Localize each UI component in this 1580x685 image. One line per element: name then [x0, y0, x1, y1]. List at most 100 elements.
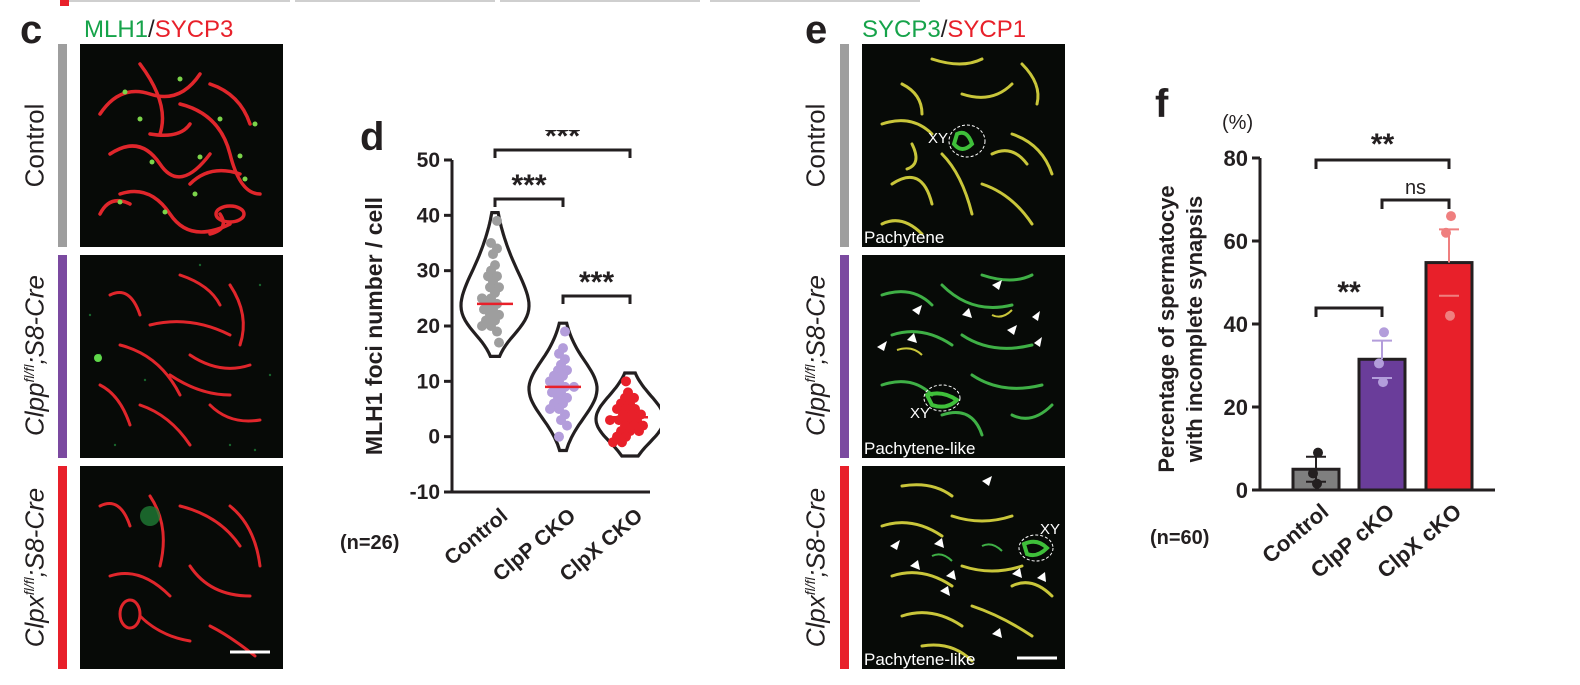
top-strip [500, 0, 700, 2]
gene-name: Clpp [800, 382, 831, 436]
gene-name: Clpx [800, 595, 831, 648]
panel-letter-f: f [1155, 82, 1169, 126]
data-point [562, 420, 572, 431]
data-point [477, 321, 487, 331]
y-axis-label: MLH1 foci number / cell [361, 197, 387, 455]
panel-e-channel-title: SYCP3/SYCP1 [862, 16, 1026, 44]
row-label-control: Control [20, 76, 51, 216]
data-point [1312, 478, 1322, 489]
significance-bracket [493, 148, 632, 158]
significance-bracket [1314, 158, 1451, 169]
significance-bracket [493, 197, 565, 207]
allele-superscript: fl/fl [20, 577, 37, 596]
cre-label: ;S8-Cre [19, 487, 50, 578]
top-strip [295, 0, 495, 2]
row-bar-control [58, 44, 67, 247]
row-label-text: Control [800, 103, 831, 188]
xy-label: XY [928, 130, 949, 147]
channel-separator: / [148, 16, 155, 43]
data-point [621, 376, 631, 387]
row-label-clpx: Clpxfl/fl;S8-Cre [801, 463, 832, 673]
significance-label: *** [511, 169, 546, 202]
row-bar-control [840, 44, 849, 247]
y-tick-label: 50 [417, 149, 440, 172]
micrograph-c-clpx [80, 466, 283, 669]
top-strip [710, 0, 920, 2]
data-point [1441, 227, 1451, 238]
stage-label: Pachytene-like [864, 439, 976, 458]
row-bar-clpp [58, 255, 67, 458]
panel-letter-e: e [805, 8, 828, 52]
row-label-text: Control [19, 103, 50, 188]
xy-label: XY [1040, 521, 1061, 538]
y-tick-label: 10 [417, 370, 440, 393]
y-tick-label: 0 [1236, 478, 1248, 503]
stage-label: Pachytene-like [864, 650, 976, 669]
y-tick-label: 40 [1224, 312, 1248, 337]
data-point [1374, 358, 1384, 369]
panel-f-n-label: (n=60) [1150, 527, 1210, 549]
y-axis-label: with incomplete synapsis [1182, 196, 1207, 464]
significance-bracket [1380, 198, 1451, 209]
y-axis-label: Percentage of spermatocye [1154, 185, 1179, 472]
cre-label: ;S8-Cre [800, 275, 831, 365]
row-bar-clpp [840, 255, 849, 458]
data-point [545, 404, 555, 414]
significance-label: ** [1371, 128, 1395, 161]
micrograph-c-control [80, 44, 283, 247]
significance-label: *** [579, 266, 614, 299]
data-point [492, 215, 502, 226]
data-point [1313, 447, 1323, 458]
violin-2 [527, 321, 599, 453]
xy-label: XY [910, 405, 931, 422]
data-point [1308, 468, 1318, 479]
micrograph-c-clpp [80, 255, 283, 458]
channel-sycp1: SYCP1 [947, 16, 1027, 43]
panel-d-n-label: (n=26) [340, 532, 400, 554]
row-bar-clpx [58, 466, 67, 669]
y-tick-label: 60 [1224, 229, 1248, 254]
significance-label: ** [1337, 276, 1361, 309]
significance-label: ns [1405, 177, 1426, 199]
y-tick-label: 20 [1224, 395, 1248, 420]
panel-c-channel-title: MLH1/SYCP3 [84, 16, 233, 44]
data-point [560, 326, 570, 337]
data-point [488, 249, 498, 260]
gene-name: Clpx [19, 595, 50, 648]
row-bar-clpx [840, 466, 849, 669]
data-point [1445, 310, 1455, 321]
data-point [1378, 377, 1388, 388]
data-point [608, 437, 618, 448]
channel-separator: / [940, 16, 948, 43]
significance-bracket [1314, 306, 1384, 317]
data-point [1446, 211, 1456, 222]
y-tick-label: 20 [417, 315, 440, 338]
panel-letter-d: d [360, 115, 385, 159]
top-red-mark [60, 0, 69, 6]
y-tick-label: 0 [428, 426, 440, 449]
data-point [617, 437, 627, 448]
row-label-clpp: Clppfl/fl;S8-Cre [801, 251, 832, 461]
row-label-clpp: Clppfl/fl;S8-Cre [20, 251, 51, 461]
top-strip [60, 0, 290, 2]
violin-1 [459, 211, 531, 358]
significance-bracket [561, 294, 632, 304]
micrograph-e-clpp: XY Pachytene-like [862, 255, 1065, 458]
row-label-control: Control [801, 76, 832, 216]
allele-superscript: fl/fl [20, 364, 37, 383]
allele-superscript: fl/fl [801, 364, 818, 383]
violin-3 [594, 371, 660, 458]
allele-superscript: fl/fl [801, 577, 818, 596]
channel-mlh1: MLH1 [84, 16, 149, 43]
panel-letter-c: c [20, 8, 43, 52]
panel-f-unit: (%) [1222, 112, 1254, 134]
row-label-clpx: Clpxfl/fl;S8-Cre [20, 463, 51, 673]
channel-sycp3: SYCP3 [154, 16, 234, 43]
data-point [494, 337, 504, 348]
channel-sycp3: SYCP3 [862, 16, 941, 43]
data-point [554, 431, 564, 442]
data-point [634, 426, 644, 437]
cre-label: ;S8-Cre [19, 275, 50, 365]
y-tick-label: 40 [417, 204, 440, 227]
